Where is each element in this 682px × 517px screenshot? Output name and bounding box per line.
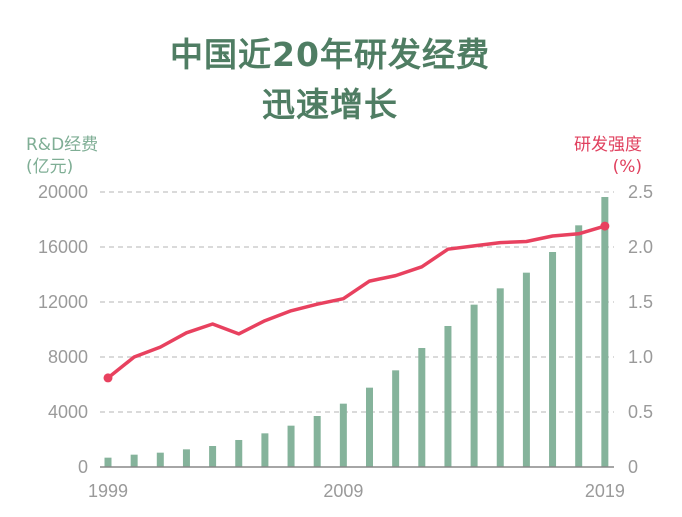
right-tick-label: 1.0 [628,347,653,367]
bar-2016 [549,252,557,467]
bar-2011 [418,347,426,467]
bar-2012 [444,325,452,467]
bar-2003 [209,446,217,467]
right-tick-label: 2.0 [628,237,653,257]
bar-1999 [104,457,112,467]
x-tick-label: 1999 [88,481,128,501]
bar-2014 [496,288,504,467]
right-axis-title-line-2: (%) [612,157,642,177]
bar-2008 [339,403,347,467]
bar-2004 [235,439,243,467]
left-tick-label: 16000 [38,237,88,257]
left-tick-label: 4000 [48,402,88,422]
right-tick-label: 1.5 [628,292,653,312]
bar-2005 [261,433,269,467]
left-axis-title-line-2: (亿元) [26,157,74,177]
left-tick-label: 12000 [38,292,88,312]
chart-title-line-1: 中国近20年研发经费 [170,35,490,74]
bar-2002 [182,449,190,467]
left-tick-label: 0 [78,457,88,477]
x-tick-label: 2019 [585,481,625,501]
left-tick-label: 20000 [38,182,88,202]
bar-2006 [287,425,295,467]
bar-2018 [601,197,609,467]
intensity-point-2018 [600,221,610,231]
right-axis-title: 研发强度 (%) [574,134,642,178]
right-tick-label: 0.5 [628,402,653,422]
bar-2000 [130,454,138,467]
bar-2013 [470,304,478,467]
right-tick-label: 2.5 [628,182,653,202]
intensity-line [106,224,606,380]
bar-2009 [366,387,373,467]
chart-title-line-2: 迅速增长 [262,85,398,124]
right-tick-label: 0 [628,457,638,477]
bar-2001 [156,452,164,467]
left-axis-title-line-1: R&D经费 [26,135,99,155]
bar-2007 [313,416,321,467]
left-tick-label: 8000 [48,347,88,367]
x-tick-label: 2009 [323,481,363,501]
left-axis-title: R&D经费 (亿元) [26,134,98,178]
bar-2010 [392,370,400,467]
bar-2015 [522,272,530,467]
bar-2017 [575,225,583,467]
intensity-point-1999 [103,373,113,383]
right-axis-title-line-1: 研发强度 [574,135,642,155]
